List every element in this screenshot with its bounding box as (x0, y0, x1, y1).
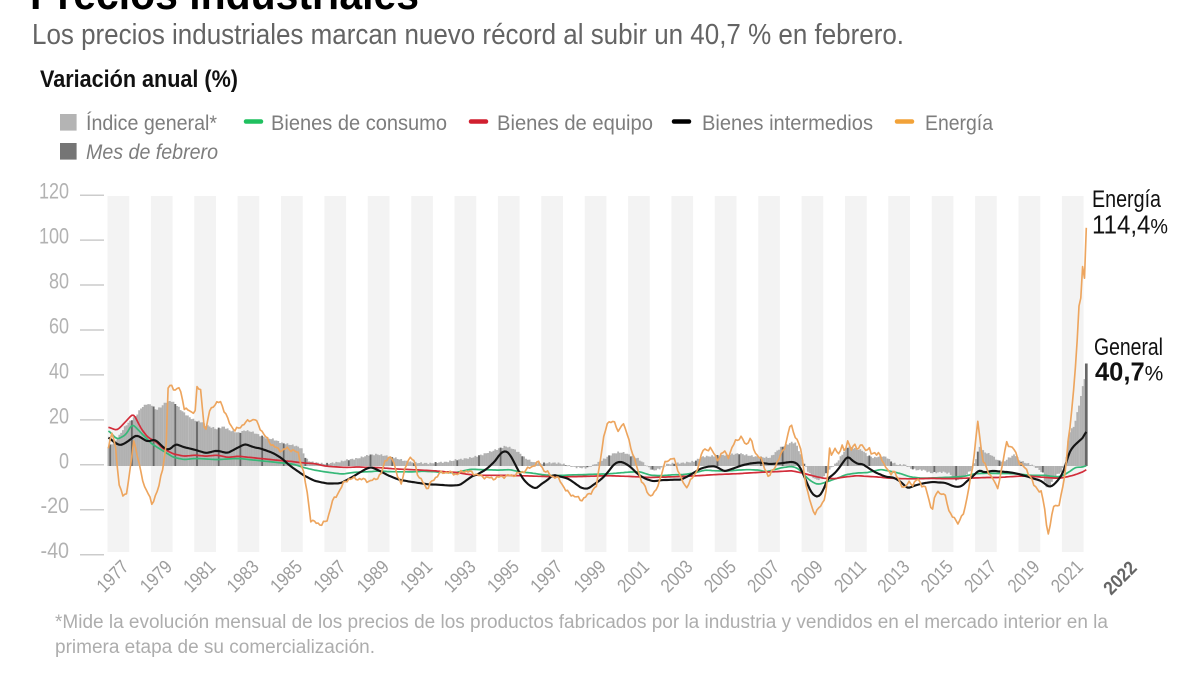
svg-text:-40: -40 (41, 538, 70, 563)
svg-text:100: 100 (39, 224, 69, 249)
svg-text:Energía: Energía (925, 112, 993, 135)
svg-text:Bienes intermedios: Bienes intermedios (702, 112, 873, 135)
svg-text:-20: -20 (41, 493, 70, 518)
svg-text:Mes de febrero: Mes de febrero (86, 141, 218, 164)
svg-text:Bienes de consumo: Bienes de consumo (271, 112, 447, 135)
svg-text:60: 60 (49, 314, 69, 339)
svg-text:120: 120 (39, 179, 69, 204)
svg-text:*Mide la evolución mensual de: *Mide la evolución mensual de los precio… (55, 612, 1108, 633)
svg-text:Índice general*: Índice general* (86, 112, 217, 135)
svg-text:Variación anual (%): Variación anual (%) (40, 66, 238, 93)
svg-text:Energía: Energía (1092, 186, 1162, 213)
svg-text:General: General (1094, 334, 1163, 361)
svg-text:Los precios industriales marca: Los precios industriales marcan nuevo ré… (32, 19, 904, 51)
svg-text:Bienes de equipo: Bienes de equipo (497, 112, 653, 135)
svg-text:114,4%: 114,4% (1092, 212, 1168, 240)
svg-text:40,7%: 40,7% (1095, 359, 1163, 387)
svg-text:20: 20 (49, 403, 69, 428)
svg-text:0: 0 (59, 448, 69, 473)
svg-text:80: 80 (49, 269, 69, 294)
svg-text:primera etapa de su comerciali: primera etapa de su comercialización. (55, 637, 375, 658)
svg-text:Precios industriales: Precios industriales (30, 0, 419, 19)
svg-text:40: 40 (49, 358, 69, 383)
